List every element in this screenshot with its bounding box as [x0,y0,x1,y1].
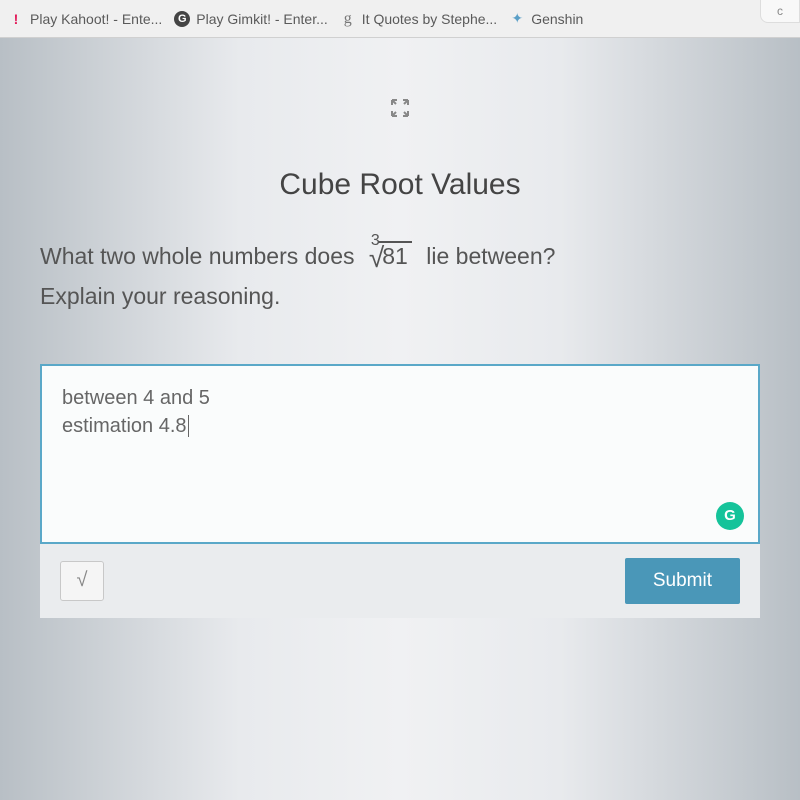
sqrt-button[interactable]: √ [60,561,104,601]
question-suffix: lie between? [426,243,555,269]
bookmark-bar: ! Play Kahoot! - Ente... G Play Gimkit! … [0,0,800,38]
answer-textarea[interactable]: between 4 and 5 estimation 4.8 G [40,364,760,544]
bookmark-label: It Quotes by Stephe... [362,11,497,27]
answer-line2: estimation 4.8 [62,412,738,440]
grammarly-icon[interactable]: G [716,502,744,530]
bookmark-label: Play Kahoot! - Ente... [30,11,162,27]
gimkit-icon: G [174,11,190,27]
google-icon: g [340,11,356,27]
fullscreen-icon [390,98,410,118]
question-line2: Explain your reasoning. [40,283,280,309]
text-cursor [188,415,189,437]
question-text: What two whole numbers does 3 √81 lie be… [40,237,760,314]
bookmark-quotes[interactable]: g It Quotes by Stephe... [340,11,497,27]
bottom-bar: √ Submit [40,544,760,618]
bookmark-kahoot[interactable]: ! Play Kahoot! - Ente... [8,11,162,27]
submit-button[interactable]: Submit [625,558,740,604]
question-prefix: What two whole numbers does [40,243,361,269]
math-expression: 3 √81 [369,237,412,279]
expand-icon[interactable] [390,98,410,123]
content-area: Cube Root Values What two whole numbers … [0,38,800,668]
cube-index: 3 [371,229,380,253]
answer-line1: between 4 and 5 [62,384,738,412]
radicand: 81 [378,241,412,269]
bookmark-gimkit[interactable]: G Play Gimkit! - Enter... [174,11,327,27]
bookmark-genshin[interactable]: ✦ Genshin [509,11,583,27]
bookmark-label: Play Gimkit! - Enter... [196,11,327,27]
page-title: Cube Root Values [40,168,760,202]
corner-tab: c [760,0,800,23]
genshin-icon: ✦ [509,11,525,27]
bookmark-label: Genshin [531,11,583,27]
kahoot-icon: ! [8,11,24,27]
